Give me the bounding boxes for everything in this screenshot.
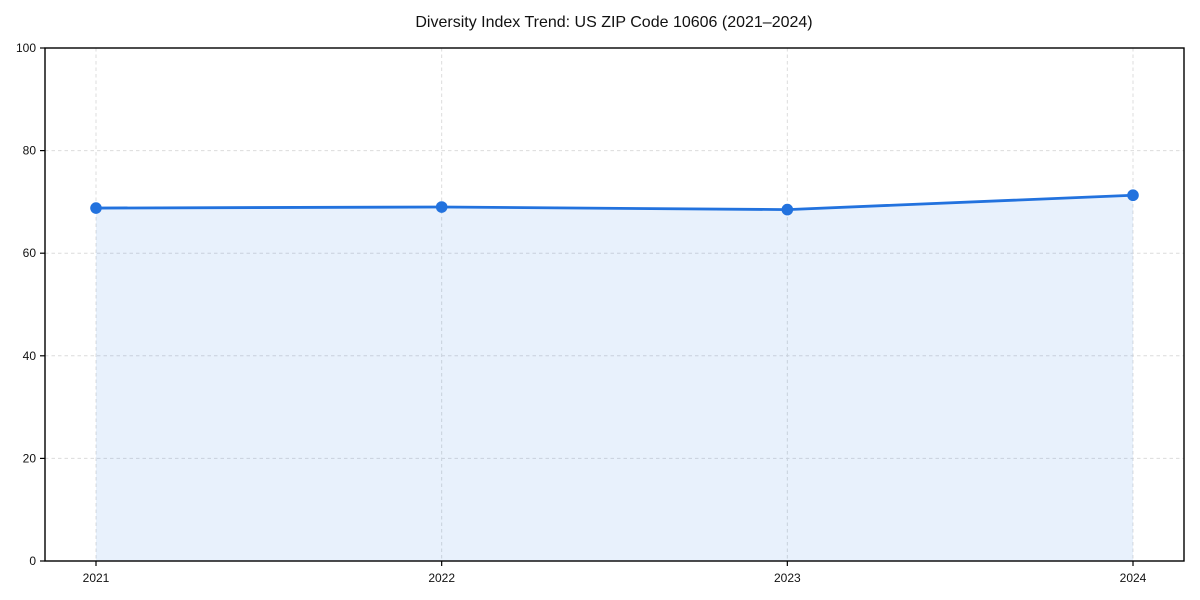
data-point-marker — [435, 201, 448, 213]
plot-area: 0 20 40 60 80 100 2021 2022 2023 2024 — [16, 41, 1185, 585]
y-axis-tick-label: 100 — [16, 41, 36, 55]
x-axis-tick-label: 2021 — [83, 571, 110, 585]
y-axis-tick-label: 80 — [23, 144, 37, 158]
area-fill — [96, 195, 1133, 561]
y-axis-tick-label: 40 — [23, 349, 37, 363]
chart-title: Diversity Index Trend: US ZIP Code 10606… — [415, 14, 812, 31]
data-point-marker — [1127, 189, 1139, 202]
data-point-marker — [90, 202, 102, 214]
y-axis-tick-label: 0 — [29, 554, 36, 568]
x-axis-tick-label: 2024 — [1120, 571, 1147, 585]
data-point-marker — [781, 203, 794, 216]
y-axis-tick-label: 60 — [23, 246, 37, 260]
x-axis-tick-label: 2022 — [428, 571, 455, 585]
axes-frame — [44, 47, 1185, 562]
trend-line — [94, 193, 1135, 211]
x-axis-tick-label: 2023 — [774, 571, 801, 585]
y-axis-tick-label: 20 — [23, 451, 37, 465]
